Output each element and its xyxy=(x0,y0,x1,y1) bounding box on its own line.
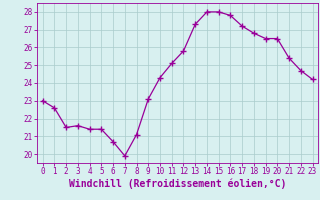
X-axis label: Windchill (Refroidissement éolien,°C): Windchill (Refroidissement éolien,°C) xyxy=(69,179,286,189)
